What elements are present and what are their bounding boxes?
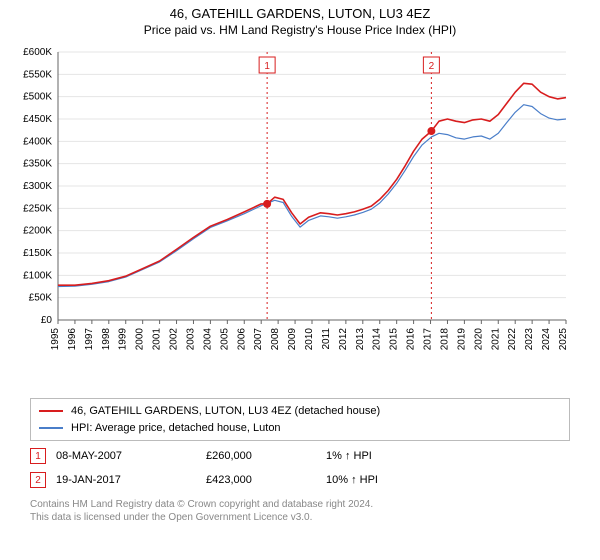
svg-text:2006: 2006 xyxy=(236,328,247,351)
marker-badge-1-label: 1 xyxy=(35,451,41,462)
footer-line-2: This data is licensed under the Open Gov… xyxy=(30,511,570,524)
legend-swatch-0 xyxy=(39,410,63,412)
legend-swatch-1 xyxy=(39,427,63,429)
footer: Contains HM Land Registry data © Crown c… xyxy=(30,498,570,524)
svg-text:2021: 2021 xyxy=(490,328,501,351)
svg-text:£100K: £100K xyxy=(23,270,52,281)
marker-2-price: £423,000 xyxy=(206,474,316,486)
marker-row-1: 1 08-MAY-2007 £260,000 1% ↑ HPI xyxy=(30,444,570,468)
title-block: 46, GATEHILL GARDENS, LUTON, LU3 4EZ Pri… xyxy=(0,0,600,38)
svg-text:2000: 2000 xyxy=(135,328,146,351)
svg-text:2016: 2016 xyxy=(406,328,417,351)
svg-text:1998: 1998 xyxy=(101,328,112,351)
svg-text:2004: 2004 xyxy=(202,328,213,351)
page-root: 46, GATEHILL GARDENS, LUTON, LU3 4EZ Pri… xyxy=(0,0,600,560)
marker-2-pct: 10% ↑ HPI xyxy=(326,474,421,486)
svg-text:£50K: £50K xyxy=(29,293,53,304)
svg-text:£350K: £350K xyxy=(23,159,52,170)
legend-label-0: 46, GATEHILL GARDENS, LUTON, LU3 4EZ (de… xyxy=(71,403,380,420)
legend-row-series-0: 46, GATEHILL GARDENS, LUTON, LU3 4EZ (de… xyxy=(39,403,561,420)
svg-text:£550K: £550K xyxy=(23,69,52,80)
svg-text:1997: 1997 xyxy=(84,328,95,351)
svg-text:£400K: £400K xyxy=(23,136,52,147)
marker-badge-2-label: 2 xyxy=(35,475,41,486)
svg-text:1995: 1995 xyxy=(50,328,61,351)
svg-text:£150K: £150K xyxy=(23,248,52,259)
footer-line-1: Contains HM Land Registry data © Crown c… xyxy=(30,498,570,511)
marker-badge-1: 1 xyxy=(30,448,46,464)
svg-text:2023: 2023 xyxy=(524,328,535,351)
svg-text:£200K: £200K xyxy=(23,226,52,237)
svg-text:2025: 2025 xyxy=(558,328,569,351)
svg-text:2002: 2002 xyxy=(169,328,180,351)
svg-text:2010: 2010 xyxy=(304,328,315,351)
svg-text:2001: 2001 xyxy=(152,328,163,351)
svg-text:2012: 2012 xyxy=(338,328,349,351)
chart: £0 £50K £100K £150K £200K £250K £300K £350K £400… xyxy=(10,44,570,384)
svg-text:£500K: £500K xyxy=(23,92,52,103)
arrow-up-icon: ↑ xyxy=(345,450,351,462)
svg-text:2013: 2013 xyxy=(355,328,366,351)
svg-text:2: 2 xyxy=(429,61,435,72)
marker-row-2: 2 19-JAN-2017 £423,000 10% ↑ HPI xyxy=(30,468,570,492)
title-sub: Price paid vs. HM Land Registry's House … xyxy=(0,23,600,39)
svg-text:2008: 2008 xyxy=(270,328,281,351)
svg-text:£250K: £250K xyxy=(23,203,52,214)
arrow-up-icon: ↑ xyxy=(351,474,357,486)
chart-svg: £0 £50K £100K £150K £200K £250K £300K £350K £400… xyxy=(10,44,570,384)
svg-text:2014: 2014 xyxy=(372,328,383,351)
svg-text:2005: 2005 xyxy=(219,328,230,351)
legend: 46, GATEHILL GARDENS, LUTON, LU3 4EZ (de… xyxy=(30,398,570,441)
marker-badge-2: 2 xyxy=(30,472,46,488)
svg-text:1996: 1996 xyxy=(67,328,78,351)
marker-1-price: £260,000 xyxy=(206,450,316,462)
svg-text:2003: 2003 xyxy=(185,328,196,351)
svg-text:2018: 2018 xyxy=(439,328,450,351)
legend-label-1: HPI: Average price, detached house, Luto… xyxy=(71,420,281,437)
svg-text:£600K: £600K xyxy=(23,47,52,58)
svg-text:£0: £0 xyxy=(41,315,53,326)
legend-row-series-1: HPI: Average price, detached house, Luto… xyxy=(39,420,561,437)
svg-text:2020: 2020 xyxy=(473,328,484,351)
svg-text:2024: 2024 xyxy=(541,328,552,351)
svg-text:£300K: £300K xyxy=(23,181,52,192)
svg-text:2007: 2007 xyxy=(253,328,264,351)
svg-text:2015: 2015 xyxy=(389,328,400,351)
svg-text:1: 1 xyxy=(264,61,270,72)
svg-text:2009: 2009 xyxy=(287,328,298,351)
marker-1-pct: 1% ↑ HPI xyxy=(326,450,421,462)
marker-1-date: 08-MAY-2007 xyxy=(56,450,196,462)
marker-2-date: 19-JAN-2017 xyxy=(56,474,196,486)
svg-text:£450K: £450K xyxy=(23,114,52,125)
svg-text:2019: 2019 xyxy=(456,328,467,351)
title-main: 46, GATEHILL GARDENS, LUTON, LU3 4EZ xyxy=(0,6,600,23)
marker-table: 1 08-MAY-2007 £260,000 1% ↑ HPI 2 19-JAN… xyxy=(30,444,570,492)
svg-text:2011: 2011 xyxy=(321,328,332,350)
svg-text:2017: 2017 xyxy=(423,328,434,351)
svg-text:2022: 2022 xyxy=(507,328,518,351)
svg-text:1999: 1999 xyxy=(118,328,129,351)
